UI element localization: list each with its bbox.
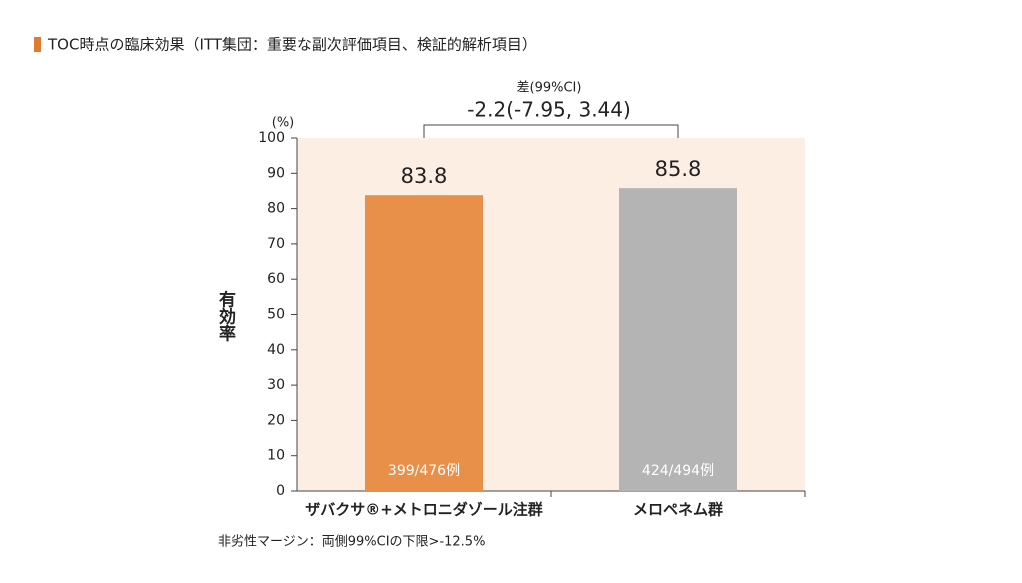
value-label: 83.8 [401, 164, 448, 188]
y-tick-label: 30 [267, 377, 285, 393]
y-tick-label: 60 [267, 271, 285, 287]
x-tick-label: メロペネム群 [633, 501, 723, 519]
bar [619, 188, 737, 491]
bar-note: 399/476例 [388, 463, 460, 479]
y-tick-label: 100 [258, 130, 285, 146]
y-tick-label: 0 [276, 483, 285, 499]
y-tick-label: 90 [267, 165, 285, 181]
y-axis-label: 有効率 [215, 289, 236, 342]
y-tick-label: 20 [267, 412, 285, 428]
bar [365, 195, 483, 491]
y-unit: (%) [272, 116, 295, 131]
plot: 0 10 20 30 40 50 60 70 80 90 100 83.8 399/476例ザバクサ®+… [258, 130, 806, 519]
title-marker [34, 37, 41, 52]
y-tick-label: 80 [267, 201, 285, 217]
y-tick-label: 40 [267, 342, 285, 358]
footnote: 非劣性マージン：両側99%CIの下限>-12.5% [218, 535, 485, 550]
y-tick-label: 70 [267, 236, 285, 252]
chart-title: TOC時点の臨床効果（ITT集団：重要な副次評価項目、検証的解析項目） [47, 36, 537, 54]
difference-bracket [423, 124, 679, 148]
x-tick-label: ザバクサ®+メトロニダゾール注群 [305, 501, 543, 519]
difference-text: -2.2(-7.95, 3.44) [467, 98, 631, 122]
y-tick-label: 50 [267, 307, 285, 323]
bar-note: 424/494例 [642, 463, 714, 479]
y-tick-label: 10 [267, 448, 285, 464]
difference-label: 差(99%CI) [517, 81, 582, 96]
value-label: 85.8 [655, 157, 702, 181]
